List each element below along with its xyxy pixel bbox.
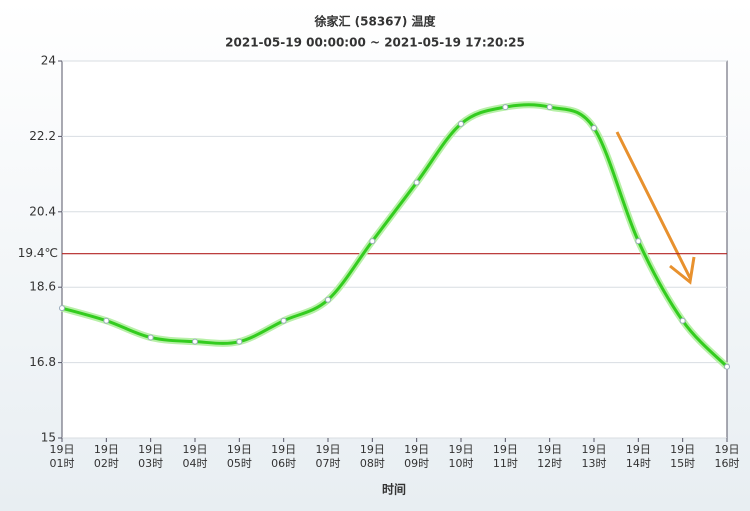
point [591,125,597,132]
x-tick-label: 19日 02时 [93,443,119,470]
series-line [61,103,729,368]
plot-area [61,60,728,439]
point [546,104,553,111]
point [103,317,110,324]
y-tick-label: 24 [41,54,56,68]
x-tick-label: 19日 15时 [670,443,696,470]
x-tick-label: 19日 03时 [138,443,164,470]
point [147,334,154,341]
y-tick-label: 22.2 [29,129,56,143]
y-tick-label: 16.8 [29,355,56,369]
point [59,305,65,312]
x-tick-label: 19日 13时 [581,443,607,470]
point [635,238,642,245]
x-tick-label: 19日 09时 [404,443,430,470]
point [369,238,376,245]
point [325,296,331,303]
point [502,104,509,111]
point [458,120,464,127]
x-tick-label: 19日 14时 [625,443,651,470]
x-tick-label: 19日 10时 [448,443,474,470]
x-tick-label: 19日 06时 [271,443,297,470]
x-tick-label: 19日 07时 [315,443,341,470]
y-tick-label: 18.6 [29,280,56,294]
y-tick-label: 20.4 [29,204,56,218]
x-tick-label: 19日 12时 [537,443,563,470]
point [413,179,420,186]
x-tick-label: 19日 05时 [226,443,252,470]
point [192,338,198,345]
x-axis-label: 时间 [382,482,406,497]
chart-title: 徐家汇 (58367) 温度 [313,14,436,29]
point [724,363,730,370]
chart-subtitle: 2021-05-19 00:00:00 ~ 2021-05-19 17:20:2… [225,36,525,50]
x-tick-label: 19日 16时 [714,443,740,470]
x-tick-label: 19日 08时 [359,443,385,470]
point [679,317,686,324]
reference-label: 19.4℃ [18,246,58,260]
point [280,317,287,324]
x-tick-label: 19日 11时 [492,443,518,470]
point [236,338,243,345]
y-tick-label: 15 [41,431,56,445]
x-tick-label: 19日 01时 [49,443,75,470]
x-tick-label: 19日 04时 [182,443,208,470]
